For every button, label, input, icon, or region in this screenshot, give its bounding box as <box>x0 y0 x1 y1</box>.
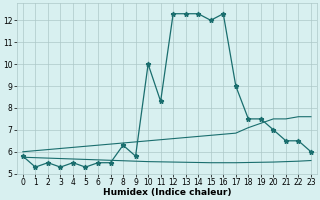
X-axis label: Humidex (Indice chaleur): Humidex (Indice chaleur) <box>103 188 231 197</box>
